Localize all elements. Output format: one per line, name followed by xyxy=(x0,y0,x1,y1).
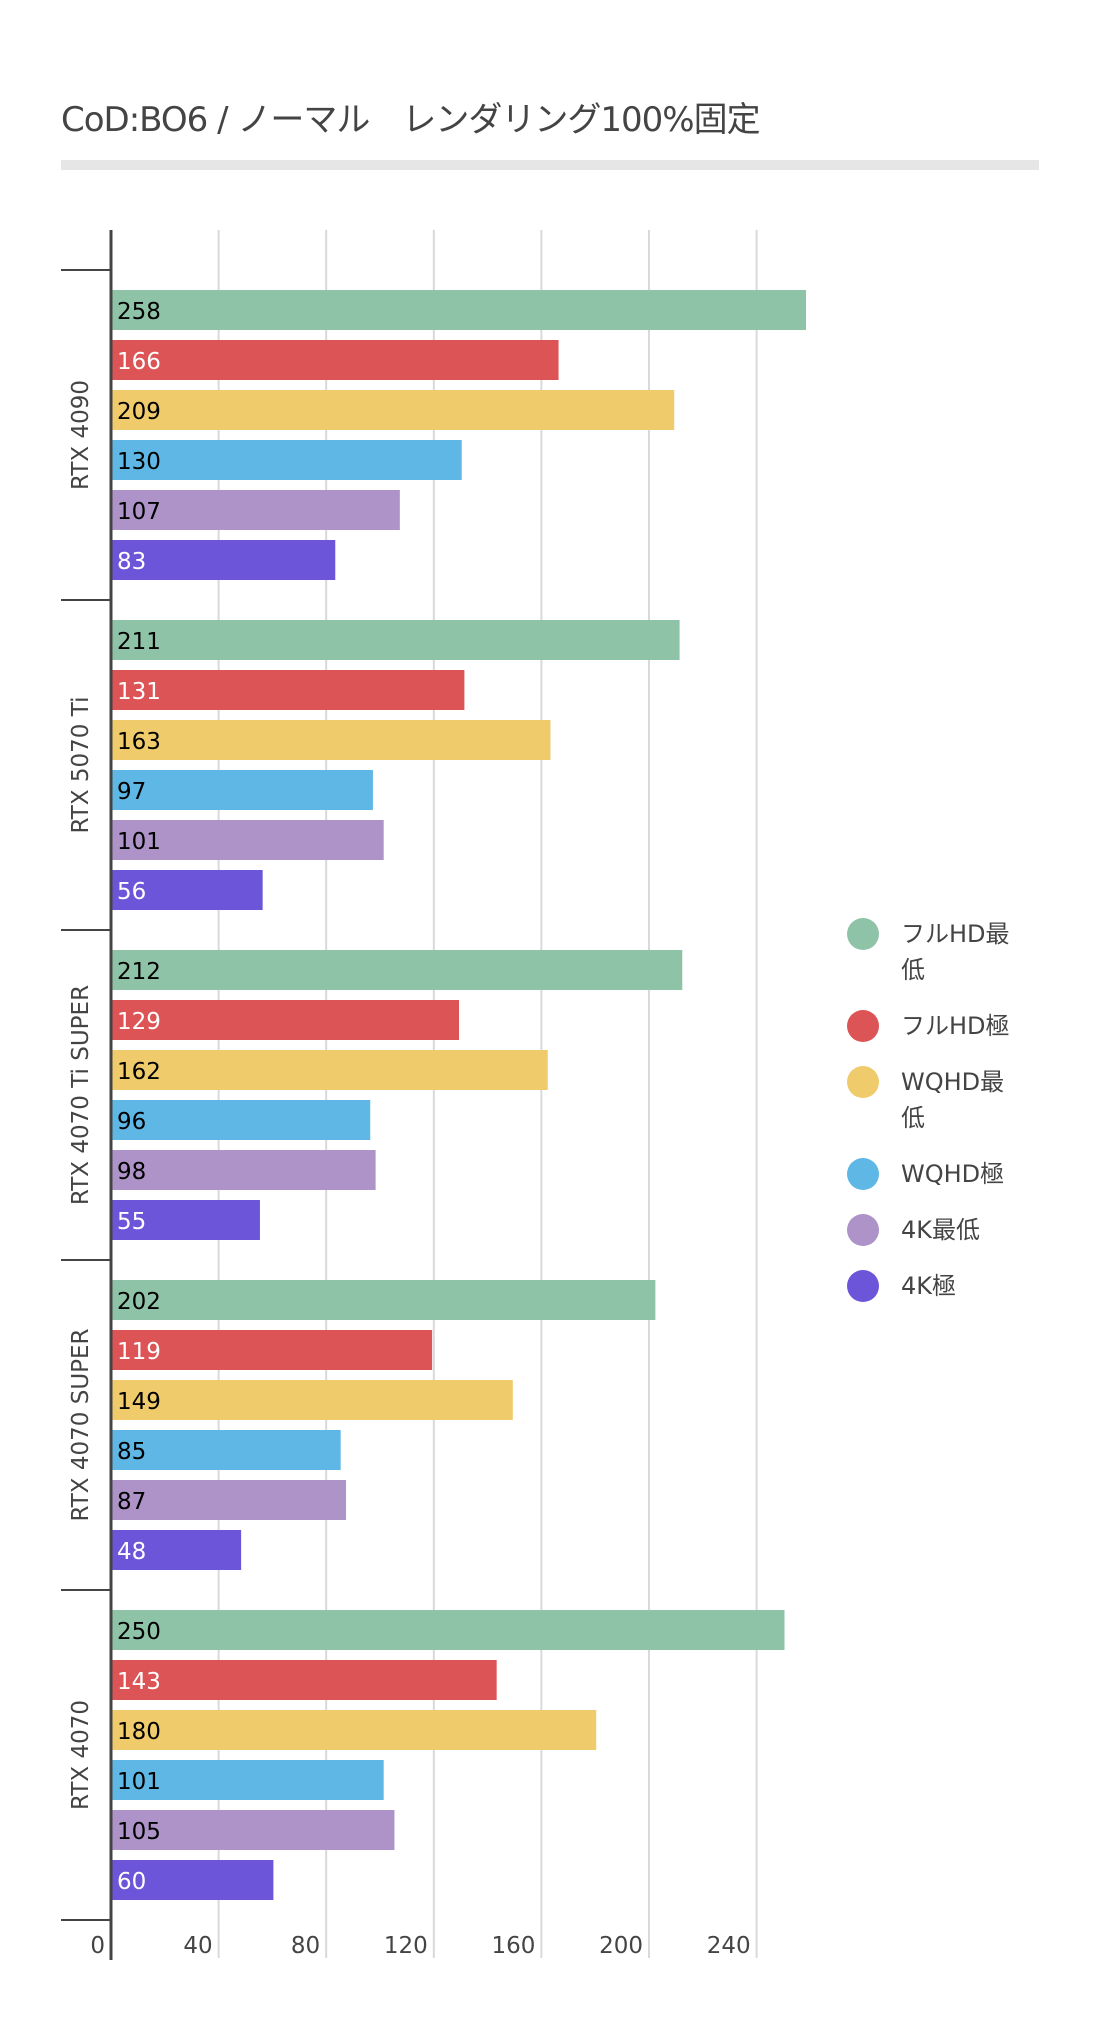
chart-title: CoD:BO6 / ノーマル レンダリング100%固定 xyxy=(61,100,761,140)
bar xyxy=(112,440,462,480)
data-label: 212 xyxy=(117,959,161,985)
data-label: 166 xyxy=(117,349,161,375)
bar xyxy=(112,1150,376,1190)
bar xyxy=(112,540,336,580)
data-label: 130 xyxy=(117,449,161,475)
data-label: 55 xyxy=(117,1209,146,1235)
data-label: 211 xyxy=(117,629,161,655)
legend-swatch-icon xyxy=(847,1270,879,1302)
data-label: 119 xyxy=(117,1339,161,1365)
x-tick-label: 80 xyxy=(291,1933,320,1959)
data-label: 97 xyxy=(117,779,146,805)
category-label: RTX 4070 Ti SUPER xyxy=(68,985,94,1205)
data-label: 129 xyxy=(117,1009,161,1035)
bar xyxy=(112,1860,274,1900)
title-divider xyxy=(61,160,1039,170)
legend-item: WQHD最低 xyxy=(847,1066,1027,1136)
data-label: 83 xyxy=(117,549,146,575)
bar xyxy=(112,1710,597,1750)
legend-label: フルHD極 xyxy=(901,1012,1010,1040)
data-label: 180 xyxy=(117,1719,161,1745)
bar xyxy=(112,290,807,330)
legend-item: フルHD最低 xyxy=(847,918,1027,988)
data-label: 209 xyxy=(117,399,161,425)
bar xyxy=(112,1610,785,1650)
bar xyxy=(112,770,373,810)
bar xyxy=(112,620,680,660)
legend-item: フルHD極 xyxy=(847,1010,1027,1044)
data-label: 250 xyxy=(117,1619,161,1645)
x-tick-label: 240 xyxy=(707,1933,751,1959)
bar xyxy=(112,1380,513,1420)
bar xyxy=(112,390,675,430)
data-label: 202 xyxy=(117,1289,161,1315)
data-label: 105 xyxy=(117,1819,161,1845)
legend-item: 4K最低 xyxy=(847,1214,1027,1248)
bar xyxy=(112,1050,548,1090)
data-label: 48 xyxy=(117,1539,146,1565)
data-label: 163 xyxy=(117,729,161,755)
bar xyxy=(112,1810,395,1850)
data-label: 60 xyxy=(117,1869,146,1895)
legend-swatch-icon xyxy=(847,1158,879,1190)
bar xyxy=(112,1100,371,1140)
legend-swatch-icon xyxy=(847,1066,879,1098)
x-tick-label: 40 xyxy=(183,1933,212,1959)
bar xyxy=(112,1200,260,1240)
legend-label: WQHD最低 xyxy=(901,1068,1005,1132)
data-label: 101 xyxy=(117,1769,161,1795)
bar xyxy=(112,1430,341,1470)
bar xyxy=(112,1280,656,1320)
legend-swatch-icon xyxy=(847,1010,879,1042)
bar xyxy=(112,1480,347,1520)
legend-swatch-icon xyxy=(847,918,879,950)
data-label: 87 xyxy=(117,1489,146,1515)
legend-item: WQHD極 xyxy=(847,1158,1027,1192)
category-label: RTX 4090 xyxy=(68,380,94,490)
legend-label: フルHD最低 xyxy=(901,920,1010,984)
bar xyxy=(112,1660,497,1700)
category-label: RTX 5070 Ti xyxy=(68,696,94,833)
legend-label: 4K極 xyxy=(901,1272,957,1300)
data-label: 56 xyxy=(117,879,146,905)
data-label: 101 xyxy=(117,829,161,855)
x-tick-label: 160 xyxy=(491,1933,535,1959)
bar xyxy=(112,720,551,760)
category-label: RTX 4070 xyxy=(68,1700,94,1810)
bar xyxy=(112,340,559,380)
legend-swatch-icon xyxy=(847,1214,879,1246)
bar xyxy=(112,1000,460,1040)
data-label: 162 xyxy=(117,1059,161,1085)
x-tick-label: 0 xyxy=(90,1933,105,1959)
data-label: 149 xyxy=(117,1389,161,1415)
legend-label: WQHD極 xyxy=(901,1160,1005,1188)
x-tick-label: 120 xyxy=(384,1933,428,1959)
legend-item: 4K極 xyxy=(847,1270,1027,1304)
bar xyxy=(112,1330,433,1370)
bar xyxy=(112,950,683,990)
bar xyxy=(112,870,263,910)
data-label: 107 xyxy=(117,499,161,525)
bar xyxy=(112,670,465,710)
bar xyxy=(112,1760,384,1800)
x-tick-label: 200 xyxy=(599,1933,643,1959)
bar xyxy=(112,820,384,860)
data-label: 131 xyxy=(117,679,161,705)
category-label: RTX 4070 SUPER xyxy=(68,1328,94,1521)
data-label: 98 xyxy=(117,1159,146,1185)
legend-label: 4K最低 xyxy=(901,1216,981,1244)
legend: フルHD最低フルHD極 WQHD最低 WQHD極 4K最低 4K極 xyxy=(847,918,1027,1326)
bar xyxy=(112,490,400,530)
data-label: 143 xyxy=(117,1669,161,1695)
data-label: 85 xyxy=(117,1439,146,1465)
data-label: 96 xyxy=(117,1109,146,1135)
data-label: 258 xyxy=(117,299,161,325)
bar xyxy=(112,1530,242,1570)
